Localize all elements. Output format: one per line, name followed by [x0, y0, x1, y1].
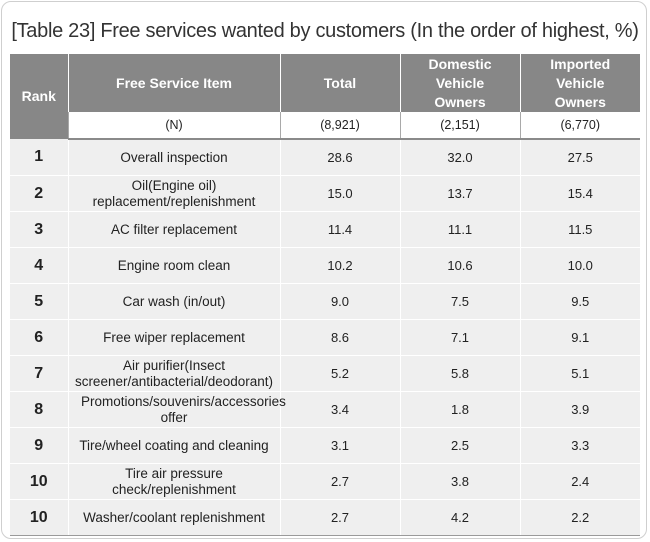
service-item-cell: AC filter replacement — [67, 211, 280, 248]
imported-cell: 2.4 — [519, 463, 640, 500]
total-cell: 2.7 — [279, 499, 400, 536]
total-cell: 5.2 — [279, 355, 400, 392]
service-item-cell: Tire/wheel coating and cleaning — [67, 427, 280, 464]
table-row: 4 Engine room clean 10.2 10.6 10.0 — [10, 247, 640, 284]
rank-cell: 5 — [10, 283, 68, 320]
table-row: 2 Oil(Engine oil) replacement/replenishme… — [10, 175, 640, 212]
n-total: (8,921) — [279, 112, 400, 140]
table-row: 10 Tire air pressure check/replenishment 2… — [10, 463, 640, 500]
rank-cell: 9 — [10, 427, 68, 464]
service-item-cell: Engine room clean — [67, 247, 280, 284]
total-cell: 2.7 — [279, 463, 400, 500]
rank-cell: 6 — [10, 319, 68, 356]
header-imported-label: Imported Vehicle Owners — [550, 55, 611, 110]
total-cell: 10.2 — [279, 247, 400, 284]
service-item-cell: Air purifier(Insect screener/antibacteri… — [67, 355, 280, 392]
table-row: 10 Washer/coolant replenishment 2.7 4.2 2.2 — [10, 499, 640, 536]
n-label: (N) — [67, 112, 280, 140]
service-item-label: Tire air pressure check/replenishment — [112, 465, 236, 497]
table-row: 9 Tire/wheel coating and cleaning 3.1 2.5 3.… — [10, 427, 640, 464]
table-row: 7 Air purifier(Insect screener/antibacter… — [10, 355, 640, 392]
service-item-label: Promotions/souvenirs/accessories offer — [81, 393, 286, 425]
service-item-cell: Oil(Engine oil) replacement/replenishmen… — [67, 175, 280, 212]
rank-cell: 3 — [10, 211, 68, 248]
n-imported: (6,770) — [519, 112, 640, 140]
imported-cell: 27.5 — [519, 139, 640, 176]
rank-cell: 2 — [10, 175, 68, 212]
imported-cell: 3.3 — [519, 427, 640, 464]
table-row: 3 AC filter replacement 11.4 11.1 11.5 — [10, 211, 640, 248]
total-cell: 9.0 — [279, 283, 400, 320]
service-item-cell: Car wash (in/out) — [67, 283, 280, 320]
total-cell: 15.0 — [279, 175, 400, 212]
domestic-cell: 4.2 — [399, 499, 520, 536]
total-cell: 28.6 — [279, 139, 400, 176]
rank-cell: 7 — [10, 355, 68, 392]
service-item-cell: Free wiper replacement — [67, 319, 280, 356]
n-domestic: (2,151) — [399, 112, 520, 140]
rank-cell: 1 — [10, 139, 68, 176]
header-domestic: Domestic Vehicle Owners — [399, 54, 520, 112]
header-rank: Rank — [10, 54, 68, 139]
header-domestic-label: Domestic Vehicle Owners — [428, 55, 492, 110]
domestic-cell: 13.7 — [399, 175, 520, 212]
total-cell: 11.4 — [279, 211, 400, 248]
domestic-cell: 3.8 — [399, 463, 520, 500]
total-cell: 3.4 — [279, 391, 400, 428]
imported-cell: 5.1 — [519, 355, 640, 392]
table-row: 1 Overall inspection 28.6 32.0 27.5 — [10, 139, 640, 176]
free-services-table: Rank Free Service Item Total Domestic Ve… — [10, 54, 640, 536]
table-title: [Table 23] Free services wanted by custo… — [11, 20, 639, 42]
header-item: Free Service Item — [67, 54, 280, 112]
table-body: 1 Overall inspection 28.6 32.0 27.5 2 Oil(Engi… — [10, 139, 640, 536]
domestic-cell: 32.0 — [399, 139, 520, 176]
domestic-cell: 1.8 — [399, 391, 520, 428]
imported-cell: 15.4 — [519, 175, 640, 212]
rank-cell: 10 — [10, 463, 68, 500]
table-row: 5 Car wash (in/out) 9.0 7.5 9.5 — [10, 283, 640, 320]
sample-size-row: (N) (8,921) (2,151) (6,770) — [10, 112, 640, 140]
service-item-cell: Overall inspection — [67, 139, 280, 176]
header-total: Total — [279, 54, 400, 112]
domestic-cell: 11.1 — [399, 211, 520, 248]
table-row: 8 Promotions/souvenirs/accessories offer 3… — [10, 391, 640, 428]
rank-cell: 4 — [10, 247, 68, 284]
imported-cell: 3.9 — [519, 391, 640, 428]
service-item-cell: Washer/coolant replenishment — [67, 499, 280, 536]
total-cell: 3.1 — [279, 427, 400, 464]
header-imported: Imported Vehicle Owners — [519, 54, 640, 112]
service-item-label: Oil(Engine oil) replacement/replenishmen… — [92, 177, 256, 209]
total-cell: 8.6 — [279, 319, 400, 356]
domestic-cell: 7.1 — [399, 319, 520, 356]
imported-cell: 2.2 — [519, 499, 640, 536]
service-item-cell: Promotions/souvenirs/accessories offer — [67, 391, 286, 428]
imported-cell: 9.1 — [519, 319, 640, 356]
imported-cell: 9.5 — [519, 283, 640, 320]
service-item-label: Air purifier(Insect screener/antibacteri… — [74, 357, 274, 389]
domestic-cell: 2.5 — [399, 427, 520, 464]
imported-cell: 10.0 — [519, 247, 640, 284]
header-row: Rank Free Service Item Total Domestic Ve… — [10, 54, 640, 139]
domestic-cell: 10.6 — [399, 247, 520, 284]
rank-cell: 8 — [10, 391, 68, 428]
domestic-cell: 7.5 — [399, 283, 520, 320]
service-item-cell: Tire air pressure check/replenishment — [67, 463, 280, 500]
imported-cell: 11.5 — [519, 211, 640, 248]
domestic-cell: 5.8 — [399, 355, 520, 392]
table-row: 6 Free wiper replacement 8.6 7.1 9.1 — [10, 319, 640, 356]
rank-cell: 10 — [10, 499, 68, 536]
